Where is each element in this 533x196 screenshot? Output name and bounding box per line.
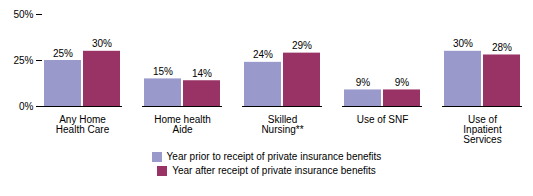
svg-text:9%: 9%	[356, 77, 371, 88]
svg-text:SkilledNursing**: SkilledNursing**	[261, 114, 303, 135]
html-text:Year after receipt of private: Year after receipt of private insurance …	[172, 165, 376, 176]
svg-text:Home healthAide: Home healthAide	[154, 114, 211, 135]
svg-text:50%: 50%	[13, 9, 33, 20]
svg-text:9%: 9%	[395, 77, 410, 88]
html-text:Year prior to receipt of priva: Year prior to receipt of private insuran…	[166, 151, 382, 162]
svg-text:30%: 30%	[453, 38, 473, 49]
svg-text:Use of SNF: Use of SNF	[357, 114, 409, 125]
svg-text:25%: 25%	[13, 55, 33, 66]
svg-text:Any HomeHealth Care: Any HomeHealth Care	[56, 114, 110, 135]
svg-text:0%: 0%	[19, 101, 34, 112]
svg-text:24%: 24%	[253, 49, 273, 60]
svg-text:29%: 29%	[292, 40, 312, 51]
svg-text:Use ofInpatientServices: Use ofInpatientServices	[463, 114, 502, 145]
svg-text:25%: 25%	[53, 48, 73, 59]
svg-text:30%: 30%	[92, 38, 112, 49]
svg-text:15%: 15%	[153, 66, 173, 77]
svg-text:14%: 14%	[192, 68, 212, 79]
svg-text:28%: 28%	[492, 42, 512, 53]
